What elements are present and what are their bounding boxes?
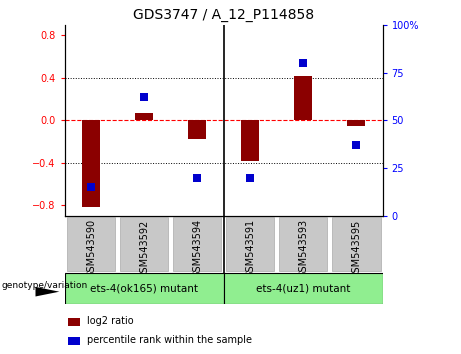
Point (140, 95, 148, 100)
Text: GSM543595: GSM543595 (351, 219, 361, 279)
Bar (332, 217, 380, 272)
Bar (279, 217, 327, 272)
Bar (224, 273, 383, 304)
Text: ets-4(uz1) mutant: ets-4(uz1) mutant (256, 284, 350, 293)
Bar (294, 76, 313, 120)
Bar (67, 217, 115, 272)
Bar (241, 120, 260, 161)
Point (246, 175, 254, 181)
Text: percentile rank within the sample: percentile rank within the sample (87, 335, 252, 346)
Bar (120, 217, 168, 272)
Point (88, 184, 95, 190)
Bar (68, 337, 81, 345)
Title: GDS3747 / A_12_P114858: GDS3747 / A_12_P114858 (133, 8, 314, 22)
Bar (82, 120, 100, 207)
Text: log2 ratio: log2 ratio (87, 316, 133, 326)
Text: GSM543594: GSM543594 (192, 219, 202, 279)
Bar (135, 113, 154, 120)
Bar (65, 273, 224, 304)
Bar (347, 120, 366, 126)
Text: ets-4(ok165) mutant: ets-4(ok165) mutant (90, 284, 198, 293)
Bar (188, 120, 207, 139)
Text: GSM543593: GSM543593 (298, 219, 308, 279)
Point (352, 142, 360, 148)
Polygon shape (35, 287, 59, 297)
Bar (173, 217, 221, 272)
Point (300, 60, 307, 66)
Bar (68, 318, 81, 326)
Text: GSM543592: GSM543592 (139, 219, 149, 279)
Point (193, 175, 201, 181)
Text: GSM543590: GSM543590 (86, 219, 96, 279)
Text: genotype/variation: genotype/variation (1, 280, 88, 290)
Bar (226, 217, 274, 272)
Text: GSM543591: GSM543591 (245, 219, 255, 279)
